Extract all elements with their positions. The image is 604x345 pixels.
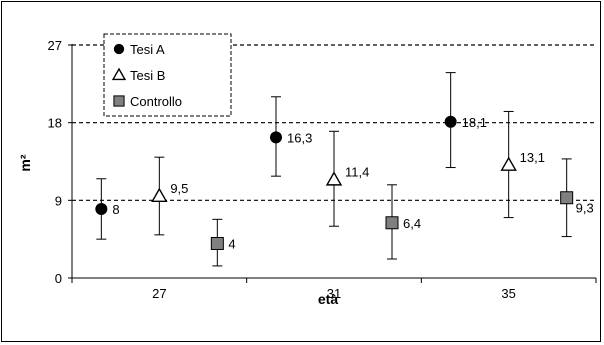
data-point-triangle bbox=[151, 187, 168, 202]
data-label: 11,4 bbox=[345, 165, 369, 180]
data-point-square bbox=[560, 191, 574, 205]
data-point-square bbox=[113, 95, 125, 107]
y-tick-label: 9 bbox=[55, 193, 62, 208]
y-tick-label: 18 bbox=[48, 116, 62, 131]
x-tick-label: 35 bbox=[501, 286, 515, 301]
data-label: 9,5 bbox=[170, 181, 188, 196]
y-tick-label: 0 bbox=[55, 271, 62, 286]
x-axis-label: età bbox=[318, 291, 338, 307]
data-point-triangle bbox=[111, 67, 127, 81]
data-label: 13,1 bbox=[520, 150, 545, 165]
data-label: 4 bbox=[228, 236, 235, 251]
data-label: 6,4 bbox=[403, 216, 421, 231]
x-tick-label: 27 bbox=[152, 286, 166, 301]
data-point-circle bbox=[444, 115, 457, 128]
y-axis-label: m² bbox=[17, 154, 33, 171]
data-label: 8 bbox=[112, 202, 119, 217]
data-label: 16,3 bbox=[287, 130, 312, 145]
legend-label: Tesi A bbox=[130, 42, 165, 57]
y-tick-label: 27 bbox=[48, 38, 62, 53]
data-point-square bbox=[385, 216, 399, 230]
data-point-triangle bbox=[325, 171, 343, 186]
data-label: 18,1 bbox=[462, 115, 487, 130]
data-point-circle bbox=[113, 43, 125, 55]
legend-box bbox=[103, 33, 232, 117]
data-label: 9,3 bbox=[576, 201, 594, 216]
legend: Tesi A Tesi B Controllo bbox=[103, 33, 232, 117]
x-tick-label: 31 bbox=[327, 286, 341, 301]
legend-label: Tesi B bbox=[130, 68, 165, 83]
data-point-circle bbox=[270, 131, 282, 144]
data-point-triangle bbox=[500, 156, 517, 171]
data-point-circle bbox=[95, 202, 108, 215]
data-point-square bbox=[210, 236, 224, 250]
legend-label: Controllo bbox=[130, 94, 182, 109]
